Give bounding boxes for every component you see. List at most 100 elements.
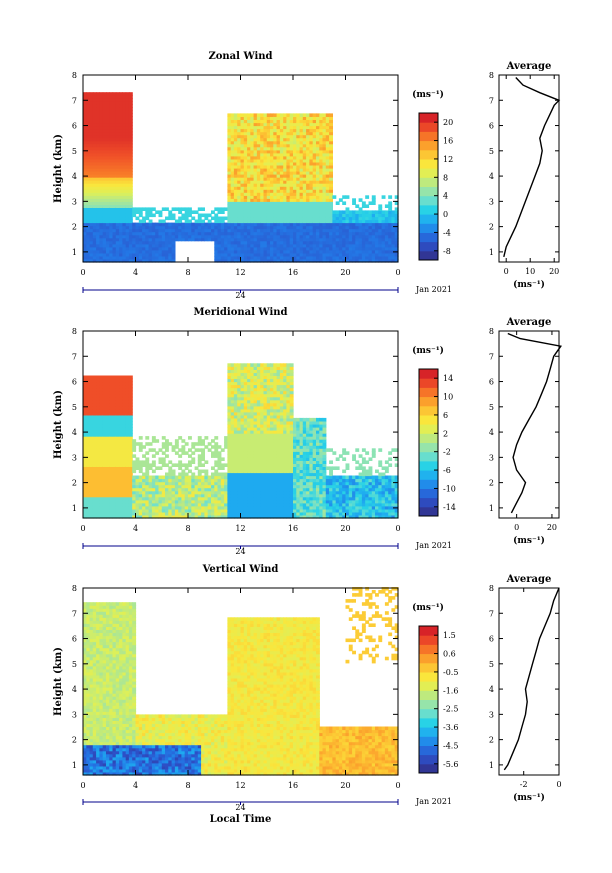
heatmap-cell (128, 216, 133, 221)
heatmap-cell (125, 152, 130, 157)
heatmap-cell (214, 249, 219, 254)
heatmap-cell (112, 402, 117, 407)
heatmap-cell (83, 396, 87, 401)
heatmap-cell (145, 466, 150, 470)
heatmap-cell (99, 411, 104, 416)
heatmap-cell (283, 146, 288, 151)
heatmap-cell (312, 219, 317, 224)
heatmap-cell (128, 390, 133, 395)
heatmap-cell (128, 411, 133, 416)
heatmap-cell (197, 487, 202, 492)
heatmap-cell (148, 225, 153, 230)
heatmap-cell (217, 234, 222, 239)
heatmap-cell (106, 515, 110, 519)
heatmap-cell (247, 411, 251, 416)
heatmap-cell (230, 424, 235, 428)
heatmap-cell (106, 378, 110, 383)
heatmap-cell (233, 155, 238, 160)
heatmap-cell (99, 168, 104, 172)
heatmap-cell (142, 207, 146, 211)
heatmap-cell (237, 457, 242, 461)
heatmap-cell (273, 201, 278, 205)
heatmap-cell (142, 228, 146, 233)
heatmap-cell (352, 246, 356, 251)
heatmap-cell (128, 445, 133, 449)
heatmap-cell (122, 140, 127, 145)
heatmap-cell (388, 228, 393, 233)
heatmap-cell (233, 189, 238, 193)
heatmap-cell (329, 231, 333, 236)
heatmap-cell (345, 246, 350, 251)
heatmap-cell (99, 448, 104, 452)
heatmap-cell (86, 165, 91, 169)
heatmap-cell (365, 213, 370, 218)
heatmap-cell (128, 219, 133, 224)
heatmap-cell (263, 252, 268, 257)
heatmap-cell (299, 210, 304, 214)
x-tick-label: 8 (185, 268, 190, 277)
heatmap-cell (227, 417, 232, 422)
heatmap-cell (115, 231, 120, 236)
heatmap-cell (270, 165, 274, 169)
heatmap-cell (299, 243, 304, 248)
heatmap-cell (316, 180, 320, 184)
heatmap-cell (201, 228, 205, 233)
heatmap-cell (83, 469, 87, 474)
heatmap-cell (158, 228, 163, 233)
heatmap-cell (211, 231, 215, 236)
heatmap-cell (168, 478, 173, 483)
heatmap-cell (325, 122, 330, 127)
heatmap-cell (220, 210, 225, 214)
heatmap-cell (112, 252, 117, 257)
heatmap-cell (86, 493, 91, 498)
heatmap-cell (345, 228, 350, 233)
heatmap-cell (128, 98, 133, 102)
heatmap-cell (247, 207, 251, 211)
heatmap-cell (122, 511, 127, 516)
heatmap-cell (128, 405, 133, 410)
heatmap-cell (96, 402, 100, 407)
heatmap-cell (125, 95, 130, 99)
heatmap-cell (115, 463, 120, 467)
heatmap-cell (178, 478, 183, 483)
heatmap-cell (338, 249, 343, 254)
heatmap-cell (168, 484, 173, 489)
heatmap-cell (112, 249, 117, 254)
heatmap-cell (352, 231, 356, 236)
heatmap-cell (276, 140, 281, 145)
heatmap-cell (188, 234, 192, 239)
heatmap-cell (247, 192, 251, 196)
heatmap-cell (217, 481, 222, 486)
heatmap-cell (174, 490, 179, 495)
heatmap-cell (138, 448, 143, 452)
heatmap-cell (125, 408, 130, 413)
heatmap-cell (86, 463, 91, 467)
heatmap-cell (165, 487, 169, 492)
heatmap-cell (240, 481, 245, 486)
heatmap-cell (83, 448, 87, 452)
heatmap-cell (266, 198, 271, 202)
heatmap-cell (375, 234, 379, 239)
heatmap-cell (378, 204, 383, 208)
heatmap-cell (316, 259, 320, 263)
heatmap-cell (211, 481, 215, 486)
heatmap-cell (329, 140, 333, 145)
heatmap-cell (96, 234, 100, 239)
heatmap-cell (171, 259, 176, 263)
heatmap-cell (230, 427, 235, 431)
heatmap-cell (263, 216, 268, 221)
heatmap-cell (266, 225, 271, 230)
heatmap-cell (106, 237, 110, 242)
heatmap-cell (211, 439, 215, 443)
heatmap-cell (270, 177, 274, 181)
heatmap-cell (293, 125, 297, 130)
heatmap-cell (109, 487, 114, 492)
heatmap-cell (102, 134, 107, 139)
heatmap-cell (247, 259, 251, 263)
heatmap-cell (96, 222, 100, 227)
heatmap-cell (138, 219, 143, 224)
heatmap-cell (243, 177, 248, 181)
heatmap-cell (306, 116, 310, 120)
heatmap-cell (119, 381, 123, 386)
heatmap-cell (276, 186, 281, 190)
